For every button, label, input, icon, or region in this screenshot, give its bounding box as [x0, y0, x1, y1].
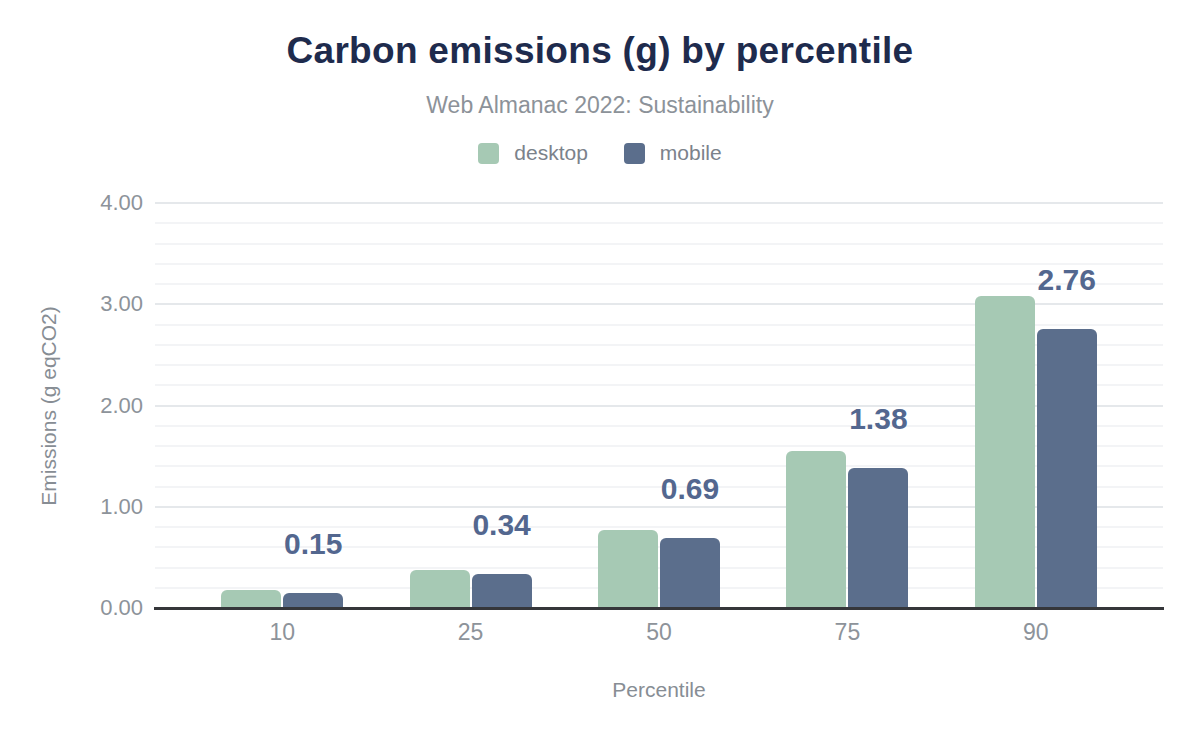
y-tick-label: 4.00 — [0, 191, 143, 215]
minor-gridline — [155, 243, 1163, 245]
legend-label-desktop: desktop — [514, 141, 588, 165]
bar-mobile-p10[interactable] — [283, 593, 343, 608]
minor-gridline — [155, 222, 1163, 224]
bar-desktop-p90[interactable] — [975, 296, 1035, 608]
y-tick-label: 3.00 — [0, 292, 143, 316]
y-axis-title: Emissions (g eqCO2) — [37, 306, 61, 506]
bar-desktop-p25[interactable] — [410, 570, 470, 608]
x-tick-label-75: 75 — [777, 619, 917, 646]
legend-label-mobile: mobile — [660, 141, 722, 165]
x-tick-label-90: 90 — [966, 619, 1106, 646]
y-axis-ticks: 0.001.002.003.004.00 — [0, 203, 143, 608]
data-label-mobile-p25: 0.34 — [402, 510, 602, 540]
bar-desktop-p10[interactable] — [221, 590, 281, 608]
legend-item-mobile[interactable]: mobile — [624, 141, 722, 165]
legend-swatch-mobile — [624, 143, 645, 164]
y-tick-label: 2.00 — [0, 394, 143, 418]
chart-subtitle: Web Almanac 2022: Sustainability — [0, 92, 1200, 119]
x-tick-label-25: 25 — [401, 619, 541, 646]
chart-card: Carbon emissions (g) by percentile Web A… — [0, 0, 1200, 742]
legend-item-desktop[interactable]: desktop — [478, 141, 588, 165]
bar-mobile-p25[interactable] — [472, 574, 532, 608]
major-gridline — [155, 202, 1163, 204]
chart-title: Carbon emissions (g) by percentile — [0, 30, 1200, 72]
x-axis-baseline — [154, 607, 1164, 610]
plot-area: 0.150.340.691.382.76 — [155, 203, 1163, 608]
legend-swatch-desktop — [478, 143, 499, 164]
data-label-mobile-p90: 2.76 — [967, 265, 1167, 295]
bar-mobile-p50[interactable] — [660, 538, 720, 608]
y-tick-label: 1.00 — [0, 495, 143, 519]
bar-mobile-p75[interactable] — [848, 468, 908, 608]
x-axis-title: Percentile — [155, 678, 1163, 702]
y-tick-label: 0.00 — [0, 596, 143, 620]
bar-desktop-p50[interactable] — [598, 530, 658, 608]
data-label-mobile-p10: 0.15 — [213, 529, 413, 559]
legend: desktop mobile — [0, 141, 1200, 165]
bar-mobile-p90[interactable] — [1037, 329, 1097, 608]
x-tick-label-10: 10 — [212, 619, 352, 646]
data-label-mobile-p75: 1.38 — [778, 404, 978, 434]
bar-desktop-p75[interactable] — [786, 451, 846, 608]
x-tick-label-50: 50 — [589, 619, 729, 646]
data-label-mobile-p50: 0.69 — [590, 474, 790, 504]
x-axis-ticks: 10 25 50 75 90 — [155, 619, 1163, 647]
